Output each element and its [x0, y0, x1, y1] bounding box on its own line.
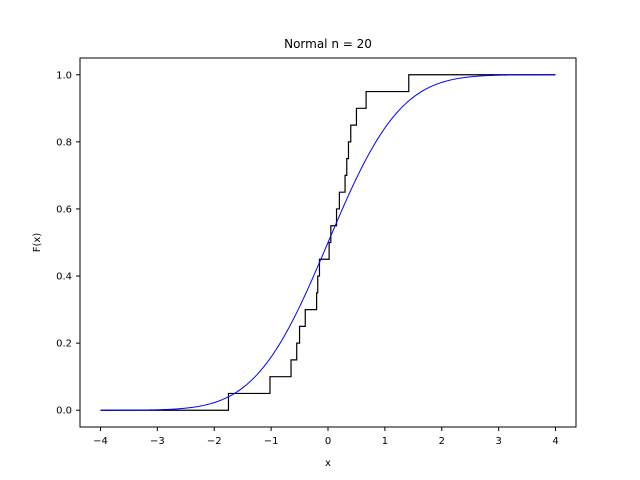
y-axis-label: F(x) — [32, 233, 43, 253]
y-axis-ticks: 0.0 0.2 0.4 0.6 0.8 1.0 — [56, 70, 80, 417]
y-tick-label: 0.6 — [56, 204, 72, 215]
x-axis-ticks: −4 −3 −2 −1 0 1 2 3 4 — [93, 427, 559, 447]
x-tick-label: 0 — [325, 436, 331, 447]
x-tick-label: −1 — [264, 436, 279, 447]
y-tick-label: 1.0 — [56, 70, 72, 81]
y-tick-label: 0.8 — [56, 137, 72, 148]
y-tick-label: 0.4 — [56, 272, 72, 283]
x-tick-label: 1 — [382, 436, 388, 447]
normal-cdf-curve — [100, 74, 556, 411]
y-tick-label: 0.0 — [56, 406, 72, 417]
x-tick-label: 2 — [439, 436, 445, 447]
x-tick-label: −3 — [150, 436, 165, 447]
y-tick-label: 0.2 — [56, 339, 72, 350]
chart-title: Normal n = 20 — [284, 37, 372, 51]
plot-lines — [100, 74, 556, 411]
x-axis-label: x — [325, 458, 331, 469]
x-tick-label: −4 — [93, 436, 108, 447]
x-tick-label: 3 — [495, 436, 501, 447]
x-tick-label: 4 — [552, 436, 558, 447]
x-tick-label: −2 — [207, 436, 222, 447]
empirical-cdf-step-line — [100, 74, 556, 411]
